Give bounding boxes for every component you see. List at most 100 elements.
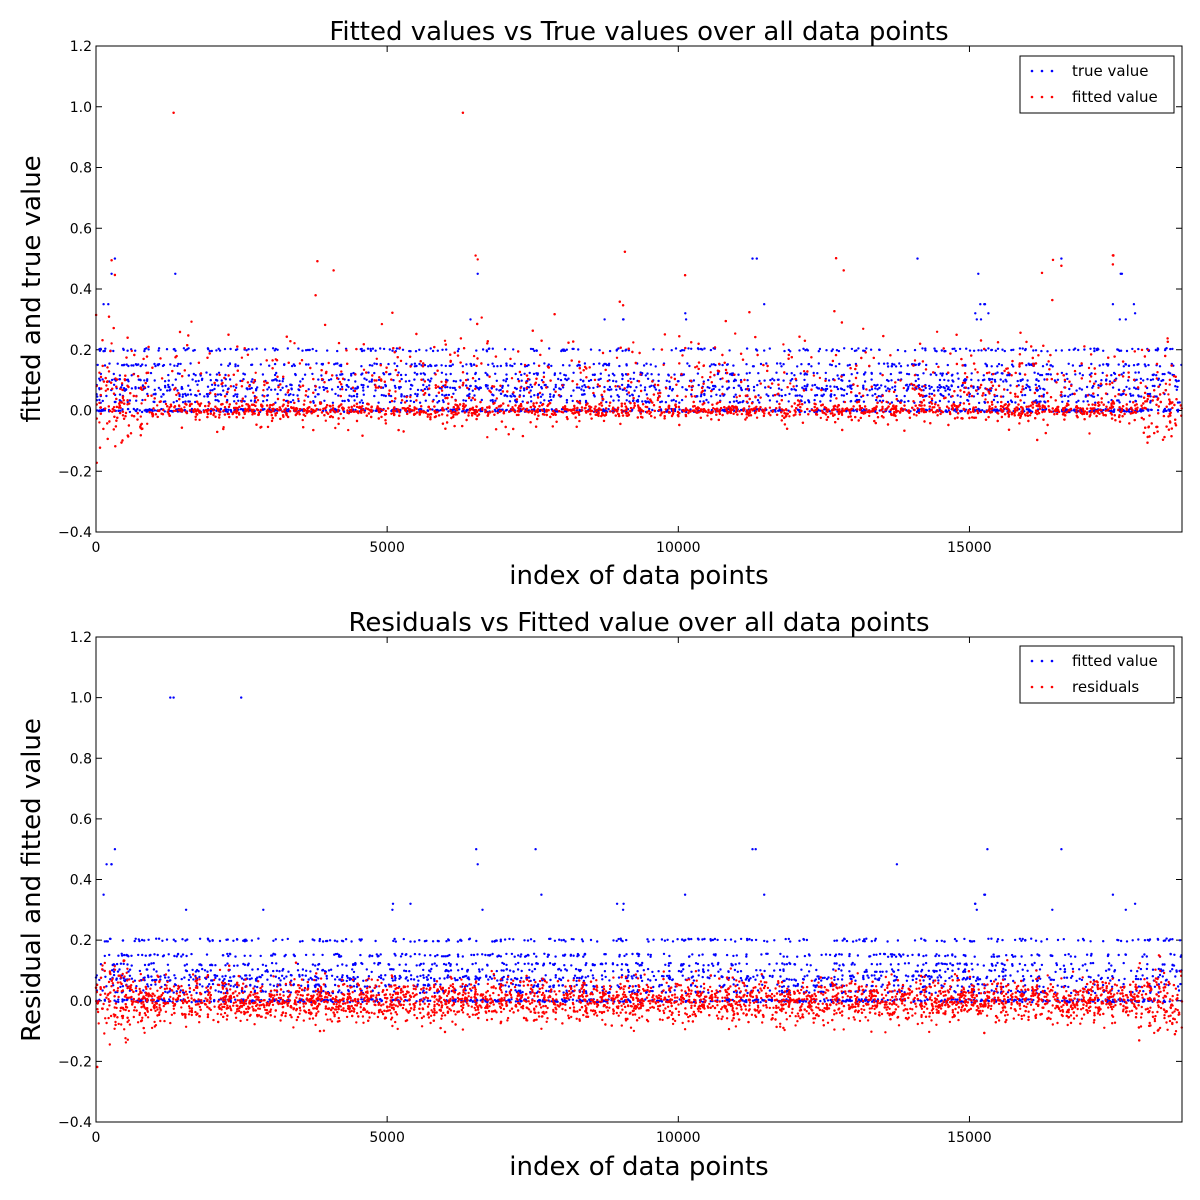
data-point (1029, 388, 1032, 392)
data-point (543, 399, 546, 402)
data-point (673, 408, 677, 411)
data-point (491, 362, 494, 365)
data-point (429, 347, 432, 350)
data-point (1056, 378, 1060, 381)
data-point (896, 348, 900, 352)
data-point (192, 372, 195, 376)
data-point (620, 383, 624, 387)
data-point (807, 399, 810, 402)
data-point (397, 371, 400, 374)
data-point (979, 303, 982, 306)
data-point (607, 362, 611, 365)
data-point (1021, 347, 1024, 350)
data-point (387, 362, 390, 366)
data-point (160, 395, 163, 398)
data-point (251, 378, 254, 381)
data-point (782, 363, 785, 366)
data-point (275, 379, 279, 382)
data-point (924, 386, 927, 390)
data-point (344, 388, 348, 391)
data-point (362, 384, 365, 387)
data-point (413, 362, 417, 365)
data-point (561, 364, 565, 367)
data-point (1087, 403, 1090, 406)
data-point (988, 378, 991, 382)
data-point (227, 408, 230, 411)
data-point (428, 393, 431, 397)
data-point (1093, 349, 1096, 353)
data-point (448, 364, 451, 368)
data-point (944, 389, 947, 392)
data-point (912, 400, 915, 403)
data-point (1049, 373, 1053, 376)
data-point (1104, 379, 1108, 382)
data-point (292, 363, 295, 366)
data-point (582, 393, 585, 396)
data-point (166, 389, 169, 392)
data-point (994, 372, 997, 375)
data-point (1177, 379, 1180, 382)
data-point (1101, 371, 1104, 375)
data-point (281, 380, 284, 383)
data-point (221, 385, 224, 388)
data-point (808, 410, 811, 413)
data-point (1061, 400, 1064, 403)
data-point (176, 389, 179, 392)
data-point (983, 401, 987, 404)
data-point (873, 383, 876, 387)
data-point (929, 373, 932, 376)
data-point (486, 436, 489, 439)
data-point (886, 362, 889, 365)
data-point (1144, 385, 1147, 388)
data-point (925, 363, 928, 367)
data-point (708, 365, 712, 368)
data-point (906, 364, 909, 367)
data-point (98, 379, 102, 382)
data-point (487, 363, 490, 366)
data-point (959, 401, 962, 405)
data-point (1154, 348, 1158, 352)
data-point (237, 399, 240, 402)
data-point (789, 382, 792, 385)
data-point (833, 385, 836, 388)
data-point (1096, 394, 1100, 397)
data-point (982, 374, 985, 377)
data-point (943, 378, 946, 382)
data-point (598, 362, 601, 365)
data-point (114, 400, 117, 404)
data-point (577, 348, 580, 351)
data-point (413, 378, 416, 381)
data-point (990, 365, 993, 368)
x-tick-label: 10000 (656, 540, 701, 556)
data-point (699, 347, 703, 351)
data-point (219, 393, 222, 396)
data-point (1149, 408, 1153, 411)
data-point (489, 399, 492, 402)
data-point (172, 348, 175, 351)
data-point (1111, 303, 1115, 306)
data-point (1036, 389, 1039, 392)
data-point (169, 363, 172, 366)
data-point (843, 347, 846, 350)
data-point (214, 378, 218, 382)
data-point (565, 401, 569, 404)
data-point (928, 408, 931, 411)
data-point (800, 363, 803, 366)
data-point (229, 408, 232, 412)
data-point (1077, 399, 1080, 402)
data-point (529, 383, 532, 386)
data-point (1097, 384, 1100, 387)
data-point (504, 393, 507, 397)
data-point (279, 388, 282, 392)
data-point (413, 371, 416, 374)
data-point (840, 388, 844, 391)
data-point (632, 406, 635, 409)
data-point (921, 385, 924, 388)
data-point (1075, 408, 1078, 412)
data-point (176, 372, 180, 375)
data-point (985, 364, 988, 367)
data-point (368, 364, 372, 367)
data-point (803, 410, 807, 414)
data-point (152, 400, 155, 403)
data-point (529, 347, 533, 351)
